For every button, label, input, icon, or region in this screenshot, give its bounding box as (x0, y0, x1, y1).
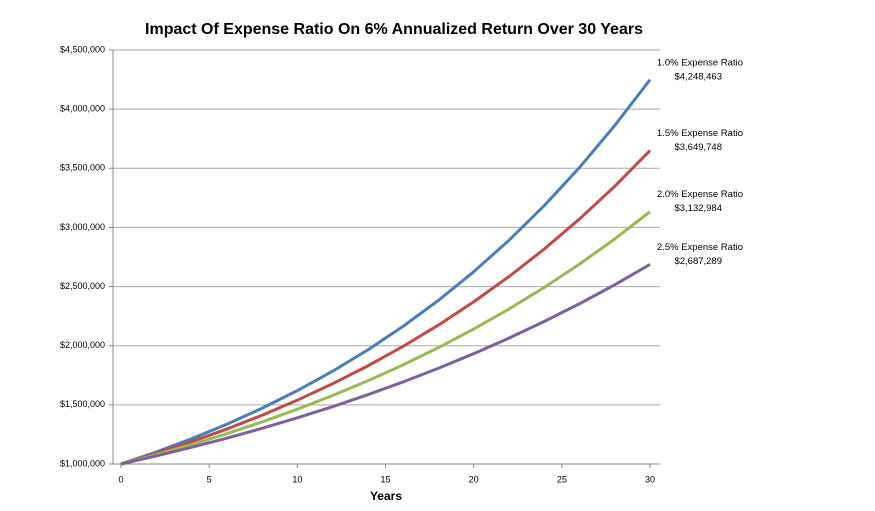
value-label: $2,687,289 (674, 256, 722, 267)
series-line (120, 263, 651, 466)
value-label: $4,248,463 (674, 71, 722, 82)
y-tick-label: $1,500,000 (60, 399, 105, 409)
y-tick-label: $2,000,000 (60, 340, 105, 350)
x-tick-label: 30 (645, 474, 655, 484)
value-label: $3,132,984 (674, 203, 722, 214)
series-line (120, 210, 651, 466)
series-label: 2.5% Expense Ratio (657, 242, 743, 253)
y-tick-label: $3,000,000 (60, 222, 105, 232)
series-label: 1.5% Expense Ratio (657, 128, 743, 139)
y-tick-label: $3,500,000 (60, 163, 105, 173)
value-label: $3,649,748 (674, 142, 722, 153)
x-tick-label: 10 (292, 474, 302, 484)
x-tick-label: 0 (118, 474, 123, 484)
series-label: 2.0% Expense Ratio (657, 189, 743, 200)
x-tick-label: 5 (207, 474, 212, 484)
series-line (120, 149, 652, 466)
x-tick-label: 25 (557, 474, 567, 484)
y-tick-label: $4,500,000 (60, 44, 105, 54)
series-line (120, 78, 652, 466)
chart-title: Impact Of Expense Ratio On 6% Annualized… (145, 21, 643, 38)
x-axis-title: Years (370, 489, 402, 503)
x-tick-label: 15 (380, 474, 390, 484)
y-tick-label: $2,500,000 (60, 281, 105, 291)
x-tick-label: 20 (469, 474, 479, 484)
series-label: 1.0% Expense Ratio (657, 57, 743, 68)
y-tick-label: $1,000,000 (60, 458, 105, 468)
y-tick-label: $4,000,000 (60, 104, 105, 114)
